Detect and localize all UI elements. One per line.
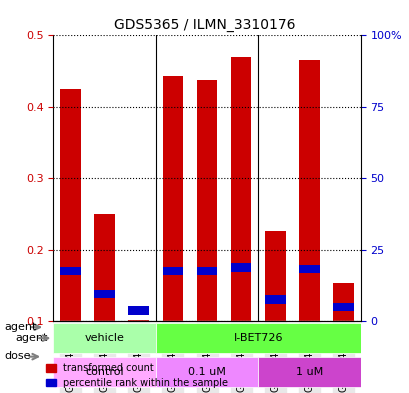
- Text: 1 uM: 1 uM: [295, 367, 322, 377]
- Bar: [265, 296, 285, 304]
- Bar: [94, 290, 115, 298]
- Bar: [60, 267, 81, 275]
- Bar: [333, 283, 353, 321]
- Bar: [162, 267, 183, 275]
- Bar: [230, 57, 251, 321]
- FancyBboxPatch shape: [53, 323, 155, 353]
- Bar: [128, 306, 148, 315]
- Text: agent: agent: [16, 333, 48, 343]
- Bar: [265, 231, 285, 321]
- Legend: transformed count, percentile rank within the sample: transformed count, percentile rank withi…: [46, 363, 228, 388]
- FancyBboxPatch shape: [155, 323, 360, 353]
- Bar: [333, 303, 353, 311]
- Bar: [230, 263, 251, 272]
- FancyBboxPatch shape: [258, 357, 360, 387]
- FancyBboxPatch shape: [155, 357, 258, 387]
- Bar: [299, 265, 319, 273]
- Bar: [162, 76, 183, 321]
- Text: dose: dose: [4, 351, 31, 361]
- Bar: [299, 61, 319, 321]
- Bar: [196, 267, 217, 275]
- Text: vehicle: vehicle: [84, 333, 124, 343]
- Text: 0.1 uM: 0.1 uM: [188, 367, 225, 377]
- Bar: [94, 214, 115, 321]
- Bar: [128, 320, 148, 321]
- Text: I-BET726: I-BET726: [233, 333, 282, 343]
- Bar: [60, 89, 81, 321]
- FancyBboxPatch shape: [53, 357, 155, 387]
- Text: control: control: [85, 367, 124, 377]
- Bar: [196, 80, 217, 321]
- Text: GDS5365 / ILMN_3310176: GDS5365 / ILMN_3310176: [114, 18, 295, 32]
- Text: agent: agent: [4, 322, 36, 332]
